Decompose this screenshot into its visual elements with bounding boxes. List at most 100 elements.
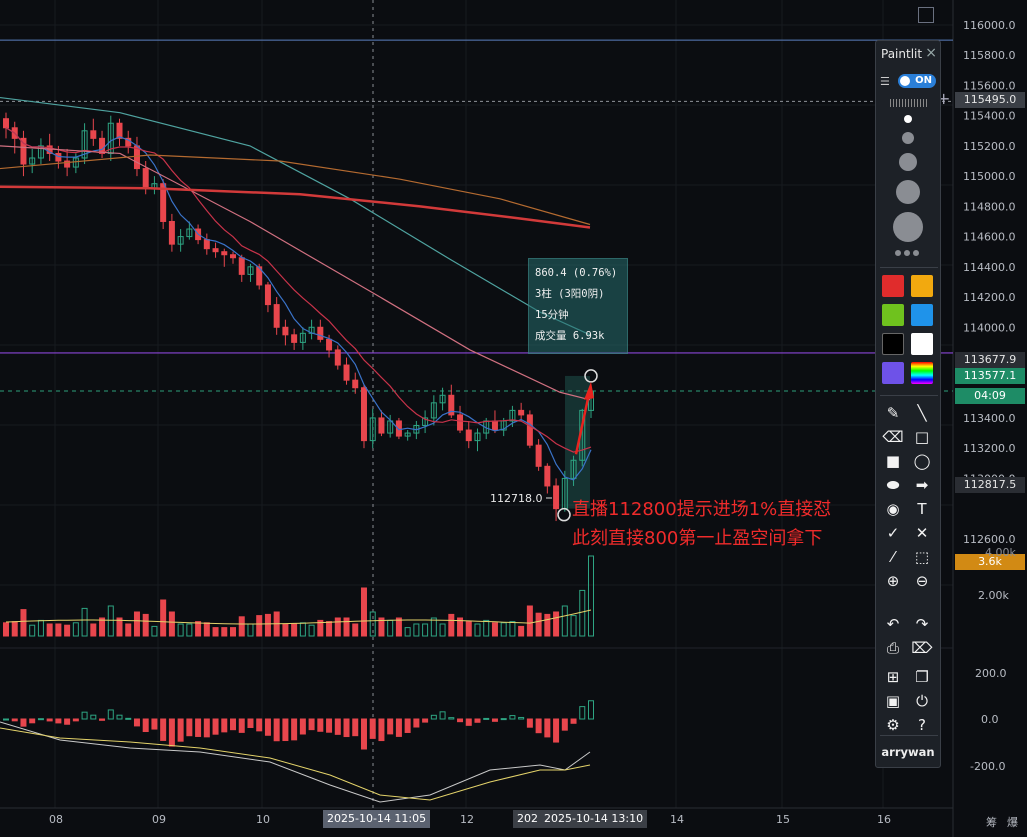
volume-bar <box>291 623 298 637</box>
low-marker-label: 112718.0 <box>490 492 543 505</box>
ellipse-outline-icon[interactable]: ◯ <box>913 452 931 470</box>
menu-icon[interactable]: ☰ <box>880 75 890 88</box>
redo-icon[interactable]: ↷ <box>915 615 929 633</box>
volume-bar <box>448 613 455 637</box>
print-icon[interactable]: ⎙ <box>886 639 899 657</box>
color-swatch[interactable] <box>911 362 933 384</box>
help-icon[interactable]: ? <box>918 716 926 734</box>
candle-body <box>282 326 289 336</box>
cross-icon[interactable]: ✕ <box>915 524 929 542</box>
macd-dif-line <box>0 721 591 803</box>
level-tag-top: 115495.0 <box>955 92 1025 108</box>
volume-bar <box>195 621 202 637</box>
add-page-icon[interactable]: ⊞ <box>886 668 900 686</box>
rect-outline-icon[interactable]: □ <box>914 428 930 446</box>
macd-bar <box>264 718 271 736</box>
volume-bar <box>46 623 53 637</box>
candle-body <box>20 137 27 165</box>
arrow-icon[interactable]: ➡ <box>915 476 929 494</box>
divider <box>880 267 938 268</box>
text-icon[interactable]: T <box>917 500 927 518</box>
price-tick-label: 116000.0 <box>963 19 1016 32</box>
color-swatch[interactable] <box>911 275 933 297</box>
power-icon[interactable]: ⏻ <box>916 692 928 710</box>
save-icon[interactable]: ▣ <box>885 692 901 710</box>
volume-bar <box>221 627 228 637</box>
copy-icon[interactable]: ❐ <box>915 668 929 686</box>
ma-orange-line <box>0 154 591 226</box>
macd-bar <box>413 718 420 728</box>
candle-body <box>553 485 560 510</box>
brush-size-5[interactable] <box>893 212 923 242</box>
candle-body <box>439 394 446 404</box>
candle-body <box>212 248 219 253</box>
more-sizes-dot-2[interactable] <box>904 250 910 256</box>
zoom-in-icon[interactable]: ⊕ <box>886 572 900 590</box>
pencil-icon[interactable]: ✎ <box>886 404 900 422</box>
candle-body <box>72 157 79 168</box>
red-arrow-head <box>584 381 594 400</box>
footer-chips-label[interactable]: 筹 <box>986 816 997 829</box>
time-tick-label: 12 <box>460 813 474 826</box>
brush-size-2[interactable] <box>902 132 914 144</box>
paintlit-panel[interactable]: Paintlit × ☰ ON ✎ ╲ ⌫ □ ■ ◯ ⬬ ➡ ◉ T ✓ ✕ ⁄ ⬚ ⊕ ⊖ ↶ ↷ ⎙ ⌦ ⊞ ❐ ▣ ⏻… <box>875 40 941 768</box>
more-sizes-dot-1[interactable] <box>895 250 901 256</box>
candle-body <box>230 254 237 259</box>
volume-bar <box>579 589 586 637</box>
more-sizes-dot-3[interactable] <box>913 250 919 256</box>
color-swatch[interactable] <box>911 304 933 326</box>
fullscreen-icon[interactable] <box>918 7 934 23</box>
settings-icon[interactable]: ⚙ <box>886 716 900 734</box>
macd-bar <box>151 718 158 730</box>
line-icon[interactable]: ╲ <box>917 404 927 422</box>
volume-bar <box>168 611 175 637</box>
volume-bar <box>465 621 472 637</box>
color-swatch[interactable] <box>882 362 904 384</box>
volume-bar <box>142 613 149 637</box>
close-icon[interactable]: × <box>925 45 937 61</box>
divider <box>880 395 938 396</box>
candle-body <box>518 409 525 416</box>
macd-bar <box>352 718 359 737</box>
candle-body <box>186 228 193 238</box>
footer-liquidation-label[interactable]: 爆 <box>1007 816 1018 829</box>
paintlit-toggle[interactable]: ON <box>898 74 936 88</box>
candle-body <box>404 432 411 437</box>
time-tick-label: 14 <box>670 813 684 826</box>
select-icon[interactable]: ⬚ <box>914 548 930 566</box>
eraser-icon[interactable]: ⌫ <box>882 428 904 446</box>
color-swatch[interactable] <box>882 275 904 297</box>
ellipse-fill-icon[interactable]: ⬬ <box>886 476 900 494</box>
candle-body <box>317 326 324 340</box>
rect-fill-icon[interactable]: ■ <box>885 452 901 470</box>
price-tick-label: 114400.0 <box>963 261 1016 274</box>
size-slider-grip[interactable] <box>890 99 928 107</box>
brush-size-4[interactable] <box>896 180 920 204</box>
color-swatch[interactable] <box>882 333 904 355</box>
macd-bar <box>81 711 88 720</box>
color-swatch[interactable] <box>911 333 933 355</box>
macd-bar <box>247 718 254 728</box>
volume-bar <box>395 617 402 637</box>
marker-icon[interactable]: ◉ <box>886 500 900 518</box>
zoom-out-icon[interactable]: ⊖ <box>915 572 929 590</box>
volume-bar <box>526 605 533 637</box>
time-tick-label: 15 <box>776 813 790 826</box>
brush-size-1[interactable] <box>904 115 912 123</box>
picker-icon[interactable]: ⁄ <box>891 548 895 566</box>
color-swatch[interactable] <box>882 304 904 326</box>
volume-bar <box>282 623 289 637</box>
macd-bar <box>20 718 27 727</box>
volume-bar <box>133 611 140 637</box>
red-arrow-shaft <box>574 393 591 455</box>
candle-body <box>99 137 106 154</box>
check-icon[interactable]: ✓ <box>886 524 900 542</box>
clear-icon[interactable]: ⌦ <box>911 639 933 657</box>
undo-icon[interactable]: ↶ <box>886 615 900 633</box>
volume-bar <box>238 616 245 637</box>
candle-body <box>90 130 97 139</box>
brush-size-3[interactable] <box>899 153 917 171</box>
candle-body <box>334 349 341 366</box>
